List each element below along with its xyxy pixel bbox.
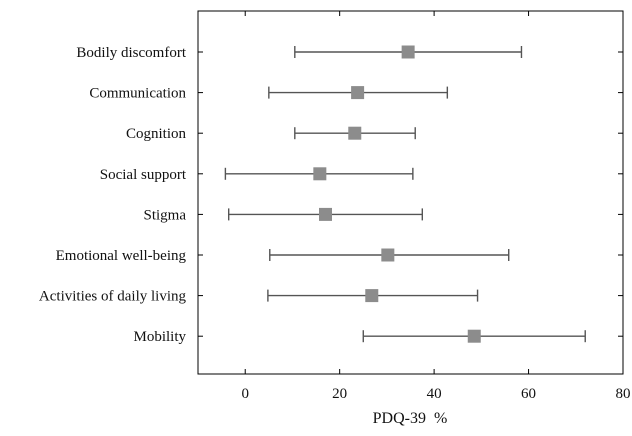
x-tick-label: 60: [521, 386, 536, 402]
markers-layer: [313, 45, 481, 343]
x-tick-labels: 0 20 40 60 80: [241, 386, 630, 402]
whiskers-layer: [224, 46, 586, 343]
category-label: Social support: [100, 167, 187, 183]
category-labels: Bodily discomfort Communication Cognition S…: [39, 45, 187, 345]
category-label: Communication: [89, 86, 186, 102]
category-label: Bodily discomfort: [76, 45, 186, 61]
mean-marker: [381, 248, 395, 262]
category-label: Stigma: [143, 207, 186, 223]
x-tick-label: 40: [427, 386, 442, 402]
category-label: Activities of daily living: [39, 289, 187, 305]
mean-marker: [401, 45, 415, 59]
mean-marker: [313, 167, 327, 181]
mean-marker: [467, 329, 481, 343]
category-label: Cognition: [126, 126, 187, 142]
x-tick-label: 20: [332, 386, 347, 402]
category-label: Emotional well-being: [56, 248, 187, 264]
mean-marker: [365, 289, 379, 303]
ticks-layer: [198, 11, 624, 374]
category-label: Mobility: [133, 329, 186, 345]
mean-marker: [351, 86, 365, 100]
x-tick-label: 80: [616, 386, 631, 402]
mean-marker: [348, 126, 362, 140]
x-tick-label: 0: [241, 386, 249, 402]
x-axis-title: PDQ-39 %: [373, 410, 448, 427]
mean-marker: [319, 207, 332, 221]
plot-frame: [197, 10, 624, 375]
